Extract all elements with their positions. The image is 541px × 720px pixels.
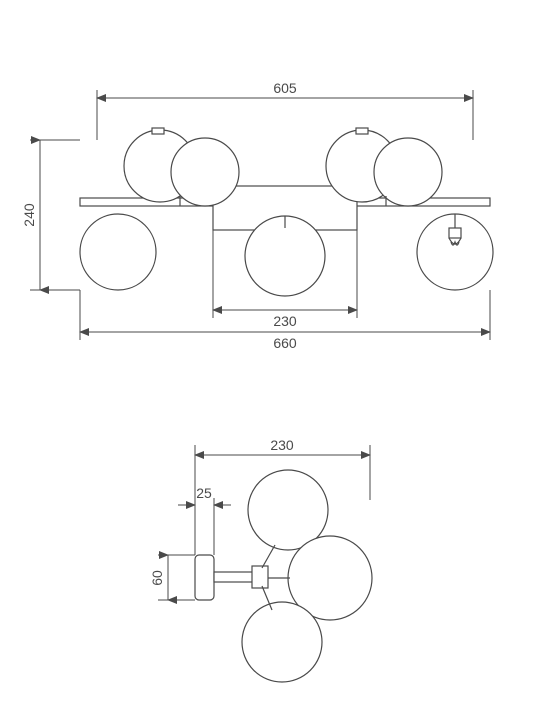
dim-25: 25 (196, 485, 212, 501)
front-view: 605 240 660 230 (21, 80, 493, 351)
dimension-drawing: 605 240 660 230 (0, 0, 541, 720)
side-view: 230 25 60 (149, 437, 372, 682)
dim-605: 605 (273, 80, 297, 96)
dim-240: 240 (21, 203, 37, 227)
dim-660: 660 (273, 335, 297, 351)
dim-230-side: 230 (270, 437, 294, 453)
dim-230: 230 (273, 313, 297, 329)
dim-60: 60 (149, 570, 165, 586)
